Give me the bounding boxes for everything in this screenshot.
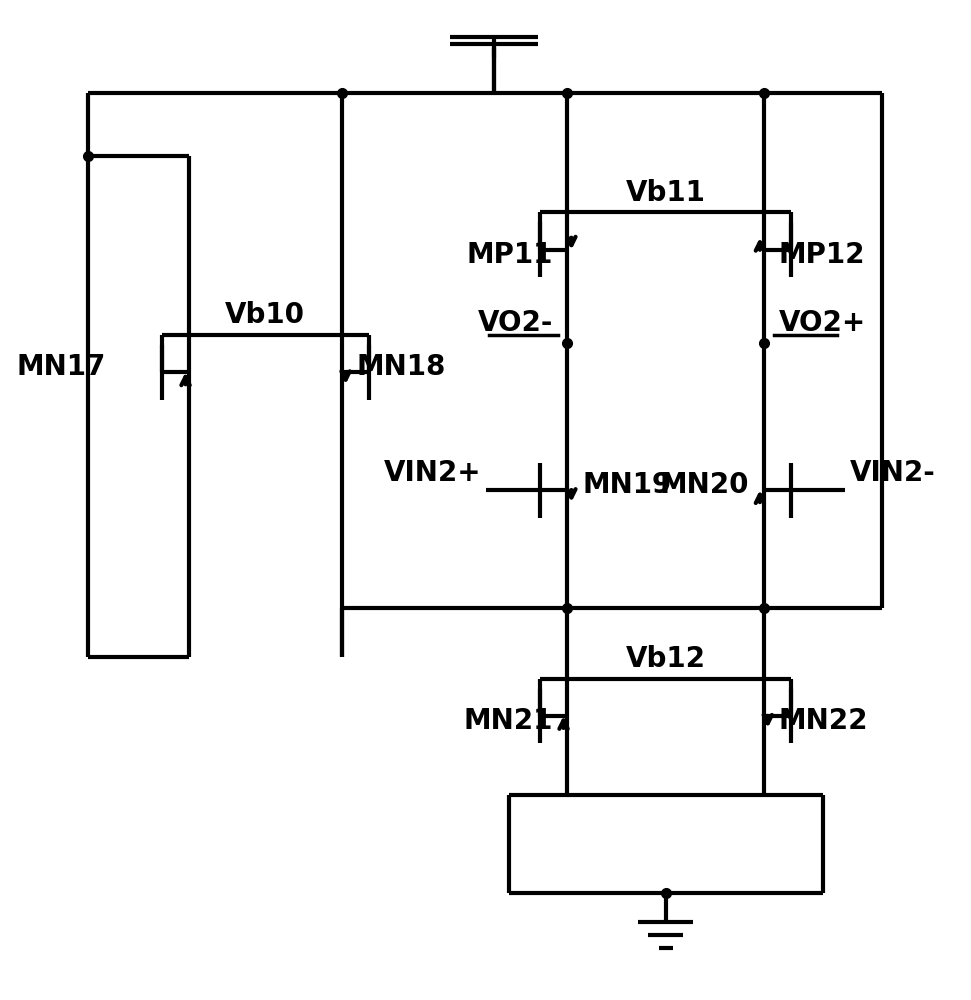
Text: VIN2-: VIN2- bbox=[851, 459, 936, 487]
Text: MP11: MP11 bbox=[466, 241, 552, 269]
Text: MN21: MN21 bbox=[463, 707, 552, 735]
Text: MN20: MN20 bbox=[659, 471, 749, 499]
Text: MN19: MN19 bbox=[583, 471, 672, 499]
Text: MP12: MP12 bbox=[779, 241, 865, 269]
Text: MN18: MN18 bbox=[356, 353, 446, 381]
Text: MN22: MN22 bbox=[779, 707, 868, 735]
Text: MN17: MN17 bbox=[17, 353, 106, 381]
Text: Vb10: Vb10 bbox=[225, 301, 305, 329]
Text: Vb11: Vb11 bbox=[625, 179, 706, 207]
Text: VIN2+: VIN2+ bbox=[384, 459, 481, 487]
Text: Vb12: Vb12 bbox=[625, 645, 706, 673]
Text: VO2-: VO2- bbox=[478, 309, 552, 337]
Text: VO2+: VO2+ bbox=[779, 309, 866, 337]
